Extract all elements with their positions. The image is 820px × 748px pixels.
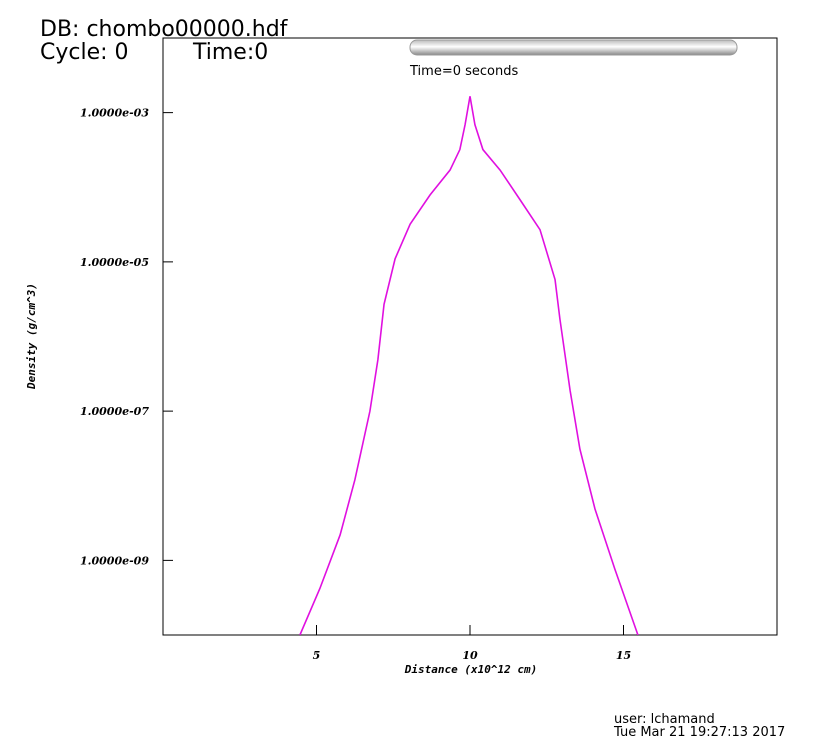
- y-tick-label: 1.0000e-07: [80, 405, 149, 418]
- date-label: Tue Mar 21 19:27:13 2017: [613, 725, 785, 740]
- time-slider: [409, 39, 738, 56]
- x-tick-label: 5: [313, 649, 321, 662]
- y-axis-label: Density (g/cm^3): [25, 283, 38, 390]
- time-slider-label: Time=0 seconds: [409, 64, 518, 79]
- time-label: Time:0: [192, 40, 268, 65]
- user-label: user: lchamand: [614, 712, 715, 727]
- cycle-label: Cycle: 0: [40, 40, 129, 65]
- x-tick-label: 10: [462, 649, 478, 662]
- y-tick-label: 1.0000e-03: [80, 107, 149, 120]
- plot-frame: [162, 37, 778, 636]
- density-line: [299, 96, 639, 635]
- x-axis-label: Distance (x10^12 cm): [404, 663, 537, 676]
- y-tick-label: 1.0000e-09: [80, 554, 149, 567]
- y-tick-label: 1.0000e-05: [80, 256, 149, 269]
- x-tick-label: 15: [616, 649, 631, 662]
